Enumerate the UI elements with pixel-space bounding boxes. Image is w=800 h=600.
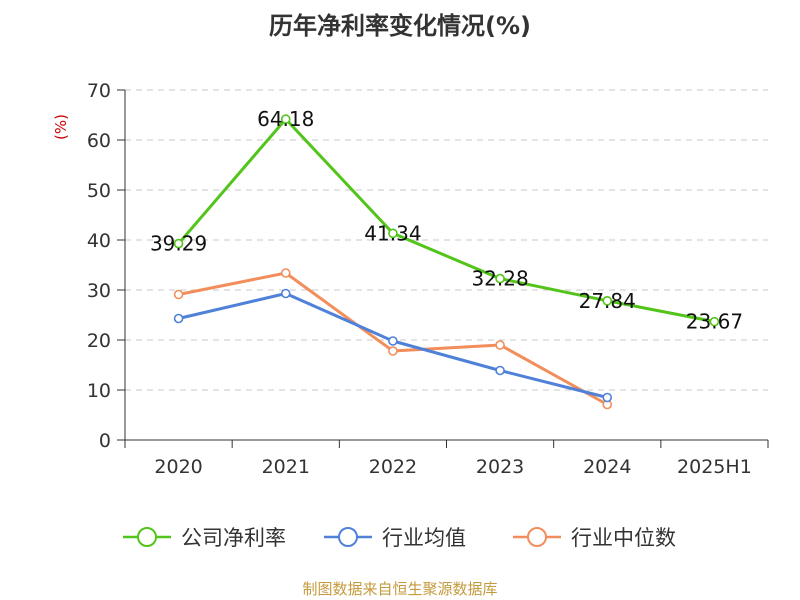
data-point — [388, 336, 398, 346]
data-point — [388, 346, 398, 356]
legend-label: 行业中位数 — [571, 526, 676, 550]
data-label: 39.29 — [150, 232, 207, 256]
y-tick-label: 20 — [87, 330, 111, 352]
data-point — [388, 228, 398, 239]
y-tick-label: 40 — [87, 230, 111, 252]
legend-swatch-marker — [338, 527, 358, 547]
data-point — [602, 295, 613, 306]
data-point — [173, 238, 184, 249]
data-point — [280, 114, 291, 124]
data-label: 32.28 — [471, 267, 528, 291]
data-label: 41.34 — [364, 221, 421, 245]
data-point — [495, 365, 505, 376]
y-tick-label: 70 — [87, 80, 111, 102]
x-tick-label: 2022 — [369, 456, 417, 478]
data-point — [495, 340, 505, 350]
data-point — [495, 273, 505, 284]
data-point — [709, 316, 720, 327]
axes: 0 10 20 30 40 50 60 70 2020 2021 2022 2023 2024 2025H… — [87, 80, 769, 478]
data-label: 27.84 — [579, 289, 636, 313]
legend: 公司净利率 行业均值 行业中位数 — [123, 526, 676, 550]
series-layer — [173, 114, 720, 410]
y-tick-label: 30 — [87, 280, 111, 302]
data-labels: 39.29 64.18 41.34 32.28 27.84 23.67 — [150, 107, 743, 334]
legend-label: 行业均值 — [382, 526, 466, 550]
series-line-1 — [177, 117, 715, 324]
data-label: 23.67 — [686, 310, 743, 334]
legend-swatch-marker — [527, 527, 547, 547]
x-tick-label: 2021 — [262, 456, 310, 478]
data-label: 64.18 — [257, 107, 314, 131]
chart-title: 历年净利率变化情况(%) — [269, 12, 531, 40]
data-point — [173, 289, 184, 300]
data-point — [173, 313, 184, 324]
y-axis-unit: (%) — [52, 114, 70, 140]
y-tick-label: 10 — [87, 380, 111, 402]
x-tick-label: 2024 — [583, 456, 631, 478]
x-tick-label: 2020 — [154, 456, 202, 478]
data-point — [280, 288, 291, 299]
grid — [125, 89, 768, 391]
y-tick-label: 50 — [87, 180, 111, 202]
x-tick-label: 2023 — [476, 456, 524, 478]
source-note: 制图数据来自恒生聚源数据库 — [302, 580, 497, 598]
data-point — [280, 268, 291, 278]
y-tick-label: 60 — [87, 130, 111, 152]
x-tick-label: 2025H1 — [677, 456, 752, 478]
legend-swatch-marker — [137, 527, 157, 547]
y-tick-label: 0 — [99, 430, 111, 452]
data-point — [602, 392, 613, 403]
legend-label: 公司净利率 — [181, 526, 286, 550]
